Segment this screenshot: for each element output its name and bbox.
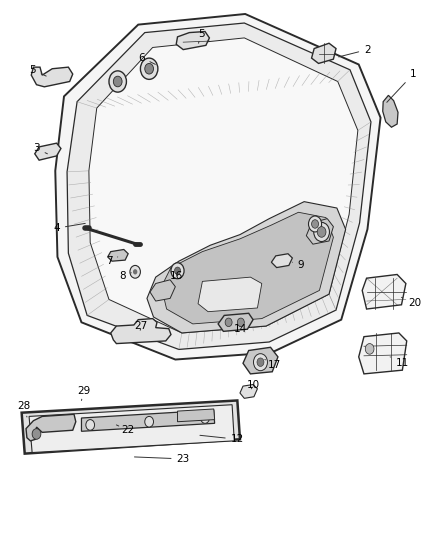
Text: 5: 5: [198, 29, 205, 43]
Text: 9: 9: [292, 261, 304, 270]
Circle shape: [254, 354, 268, 370]
Circle shape: [317, 227, 326, 237]
Polygon shape: [108, 249, 128, 261]
Circle shape: [225, 318, 232, 327]
Polygon shape: [218, 313, 253, 332]
Circle shape: [257, 358, 264, 367]
Polygon shape: [362, 274, 406, 309]
Circle shape: [130, 265, 141, 278]
Polygon shape: [21, 400, 240, 454]
Polygon shape: [35, 143, 61, 160]
Polygon shape: [111, 319, 171, 344]
Polygon shape: [67, 23, 371, 350]
Polygon shape: [150, 280, 175, 301]
Polygon shape: [243, 348, 278, 374]
Polygon shape: [31, 67, 73, 87]
Circle shape: [145, 63, 153, 74]
Polygon shape: [176, 31, 209, 50]
Circle shape: [171, 263, 184, 279]
Circle shape: [141, 58, 158, 79]
Text: 10: 10: [247, 379, 260, 390]
Text: 23: 23: [134, 454, 190, 464]
Polygon shape: [55, 14, 381, 360]
Polygon shape: [81, 410, 215, 431]
Circle shape: [311, 220, 318, 228]
Circle shape: [109, 71, 127, 92]
Polygon shape: [272, 254, 292, 268]
Text: 17: 17: [265, 360, 282, 370]
Circle shape: [314, 222, 329, 241]
Polygon shape: [29, 405, 234, 453]
Polygon shape: [383, 95, 398, 127]
Circle shape: [133, 269, 138, 274]
Text: 22: 22: [117, 425, 135, 435]
Text: 14: 14: [233, 324, 247, 334]
Polygon shape: [311, 43, 336, 63]
Text: 3: 3: [33, 143, 47, 154]
Polygon shape: [147, 201, 346, 333]
Circle shape: [86, 419, 95, 430]
Text: 16: 16: [170, 271, 183, 281]
Circle shape: [237, 318, 244, 327]
Text: 2: 2: [339, 45, 371, 57]
Circle shape: [174, 267, 180, 274]
Circle shape: [308, 216, 321, 232]
Polygon shape: [198, 277, 262, 312]
Polygon shape: [306, 219, 333, 244]
Text: 1: 1: [387, 69, 417, 102]
Text: 7: 7: [106, 256, 118, 266]
Text: 5: 5: [29, 65, 46, 76]
Text: 12: 12: [200, 434, 244, 445]
Polygon shape: [177, 409, 215, 422]
Circle shape: [145, 416, 153, 427]
Circle shape: [365, 344, 374, 354]
Polygon shape: [89, 38, 358, 333]
Polygon shape: [161, 212, 333, 324]
Text: 11: 11: [390, 357, 409, 368]
Polygon shape: [359, 333, 407, 374]
Polygon shape: [240, 384, 258, 398]
Text: 29: 29: [77, 386, 90, 400]
Circle shape: [113, 76, 122, 87]
Text: 8: 8: [119, 271, 131, 281]
Text: 6: 6: [138, 53, 155, 64]
Text: 27: 27: [134, 321, 148, 331]
Circle shape: [32, 429, 41, 439]
Polygon shape: [26, 414, 76, 441]
Text: 20: 20: [402, 297, 421, 308]
Text: 28: 28: [17, 401, 30, 417]
Circle shape: [201, 413, 209, 423]
Text: 4: 4: [53, 223, 85, 233]
